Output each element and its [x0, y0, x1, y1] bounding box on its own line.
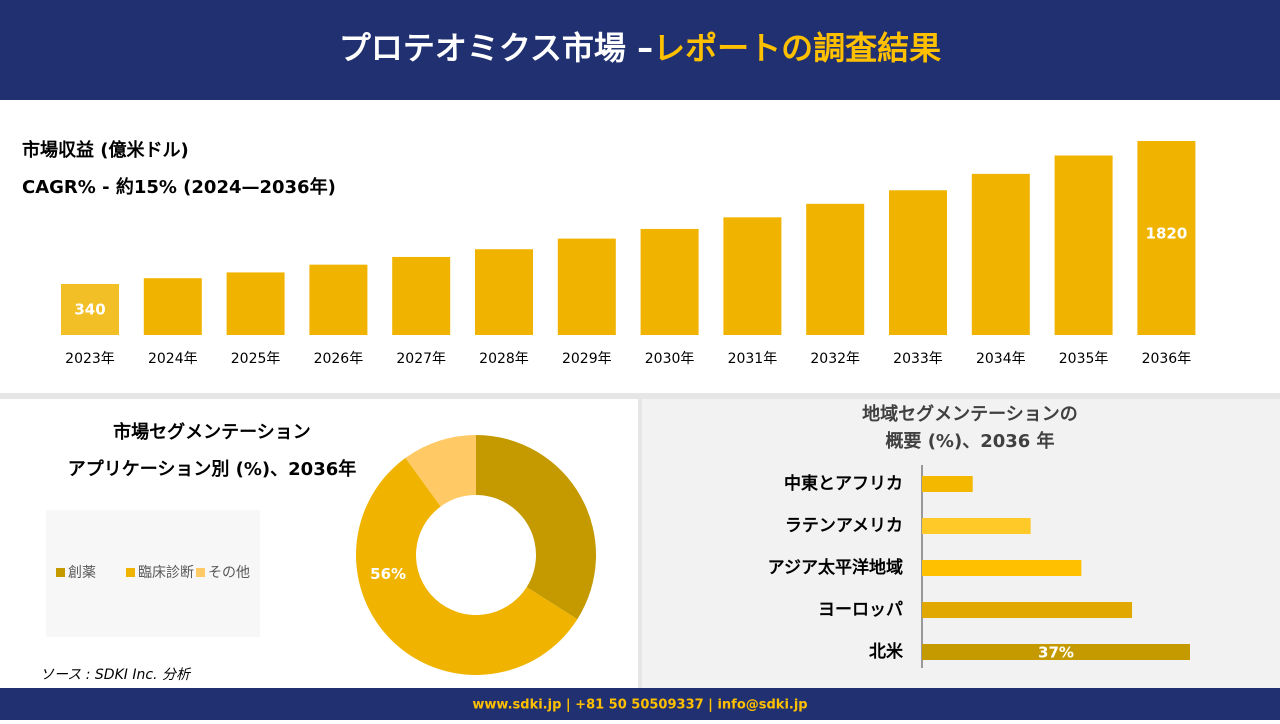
chart-subtitle: 概要 (%)、2036 年 [885, 430, 1054, 452]
legend-swatch [196, 568, 205, 577]
data-label: 340 [74, 301, 105, 319]
y-tick-label: 北米 [869, 641, 904, 662]
data-label: 1820 [1146, 225, 1188, 243]
chart-subtitle: アプリケーション別 (%)、2036年 [68, 458, 357, 480]
bar [1137, 141, 1196, 335]
chart-subtitle: CAGR% - 約15% (2024—2036年) [22, 176, 336, 198]
x-tick-label: 2026年 [314, 351, 364, 367]
data-label: 37% [1038, 644, 1074, 662]
x-tick-label: 2035年 [1059, 351, 1109, 367]
bar [392, 256, 451, 335]
donut-slice [405, 435, 476, 507]
title-accent: レポートの調査結果 [653, 29, 941, 67]
bar [640, 228, 699, 335]
x-tick-label: 2025年 [231, 351, 281, 367]
chart-title: 市場セグメンテーション [113, 421, 311, 443]
legend-swatch [56, 568, 65, 577]
bar [61, 284, 119, 335]
bar [806, 203, 865, 335]
x-tick-label: 2023年 [65, 351, 115, 367]
right-panel [642, 399, 1280, 688]
donut-slice [355, 457, 578, 676]
bar [309, 264, 368, 335]
bar [922, 602, 1133, 618]
legend-label: 臨床診断 [138, 565, 194, 581]
bar [723, 217, 782, 335]
title-main: プロテオミクス市場 – [339, 29, 653, 67]
bar [143, 278, 202, 335]
y-tick-label: 中東とアフリカ [784, 473, 903, 494]
y-tick-label: アジア太平洋地域 [768, 557, 903, 578]
chart-title: 地域セグメンテーションの [862, 403, 1078, 425]
x-tick-label: 2029年 [562, 351, 612, 367]
x-tick-label: 2027年 [396, 351, 446, 367]
source: ソース : SDKI Inc. 分析 [40, 667, 192, 683]
bar [889, 190, 947, 335]
bar [971, 173, 1030, 335]
bar [475, 249, 533, 335]
legend-label: その他 [208, 565, 250, 581]
data-label: 56% [370, 565, 406, 583]
bar [1054, 155, 1113, 335]
x-tick-label: 2033年 [893, 351, 943, 367]
donut-slice [476, 435, 596, 620]
footer: www.sdki.jp | +81 50 50509337 | info@sdk… [472, 698, 807, 713]
header-title: プロテオミクス市場 –レポートの調査結果 [339, 29, 941, 67]
y-tick-label: ラテンアメリカ [785, 516, 903, 536]
legend-swatch [126, 568, 135, 577]
legend-label: 創薬 [68, 565, 96, 581]
chart-title: 市場収益 (億米ドル) [22, 139, 189, 161]
x-tick-label: 2032年 [810, 351, 860, 367]
bar [922, 560, 1082, 576]
x-tick-label: 2028年 [479, 351, 529, 367]
legend-box [46, 510, 260, 637]
x-tick-label: 2024年 [148, 351, 198, 367]
bar [922, 476, 973, 492]
x-tick-label: 2030年 [645, 351, 695, 367]
footer-bar [0, 688, 1280, 720]
bar [557, 238, 616, 335]
x-tick-label: 2034年 [976, 351, 1026, 367]
divider [638, 399, 642, 688]
separator [0, 393, 1280, 399]
y-tick-label: ヨーロッパ [818, 600, 903, 620]
header-bar [0, 0, 1280, 100]
bar [922, 644, 1190, 660]
bar [226, 272, 285, 335]
x-tick-label: 2031年 [728, 351, 778, 367]
x-tick-label: 2036年 [1142, 351, 1192, 367]
bar [922, 518, 1031, 534]
